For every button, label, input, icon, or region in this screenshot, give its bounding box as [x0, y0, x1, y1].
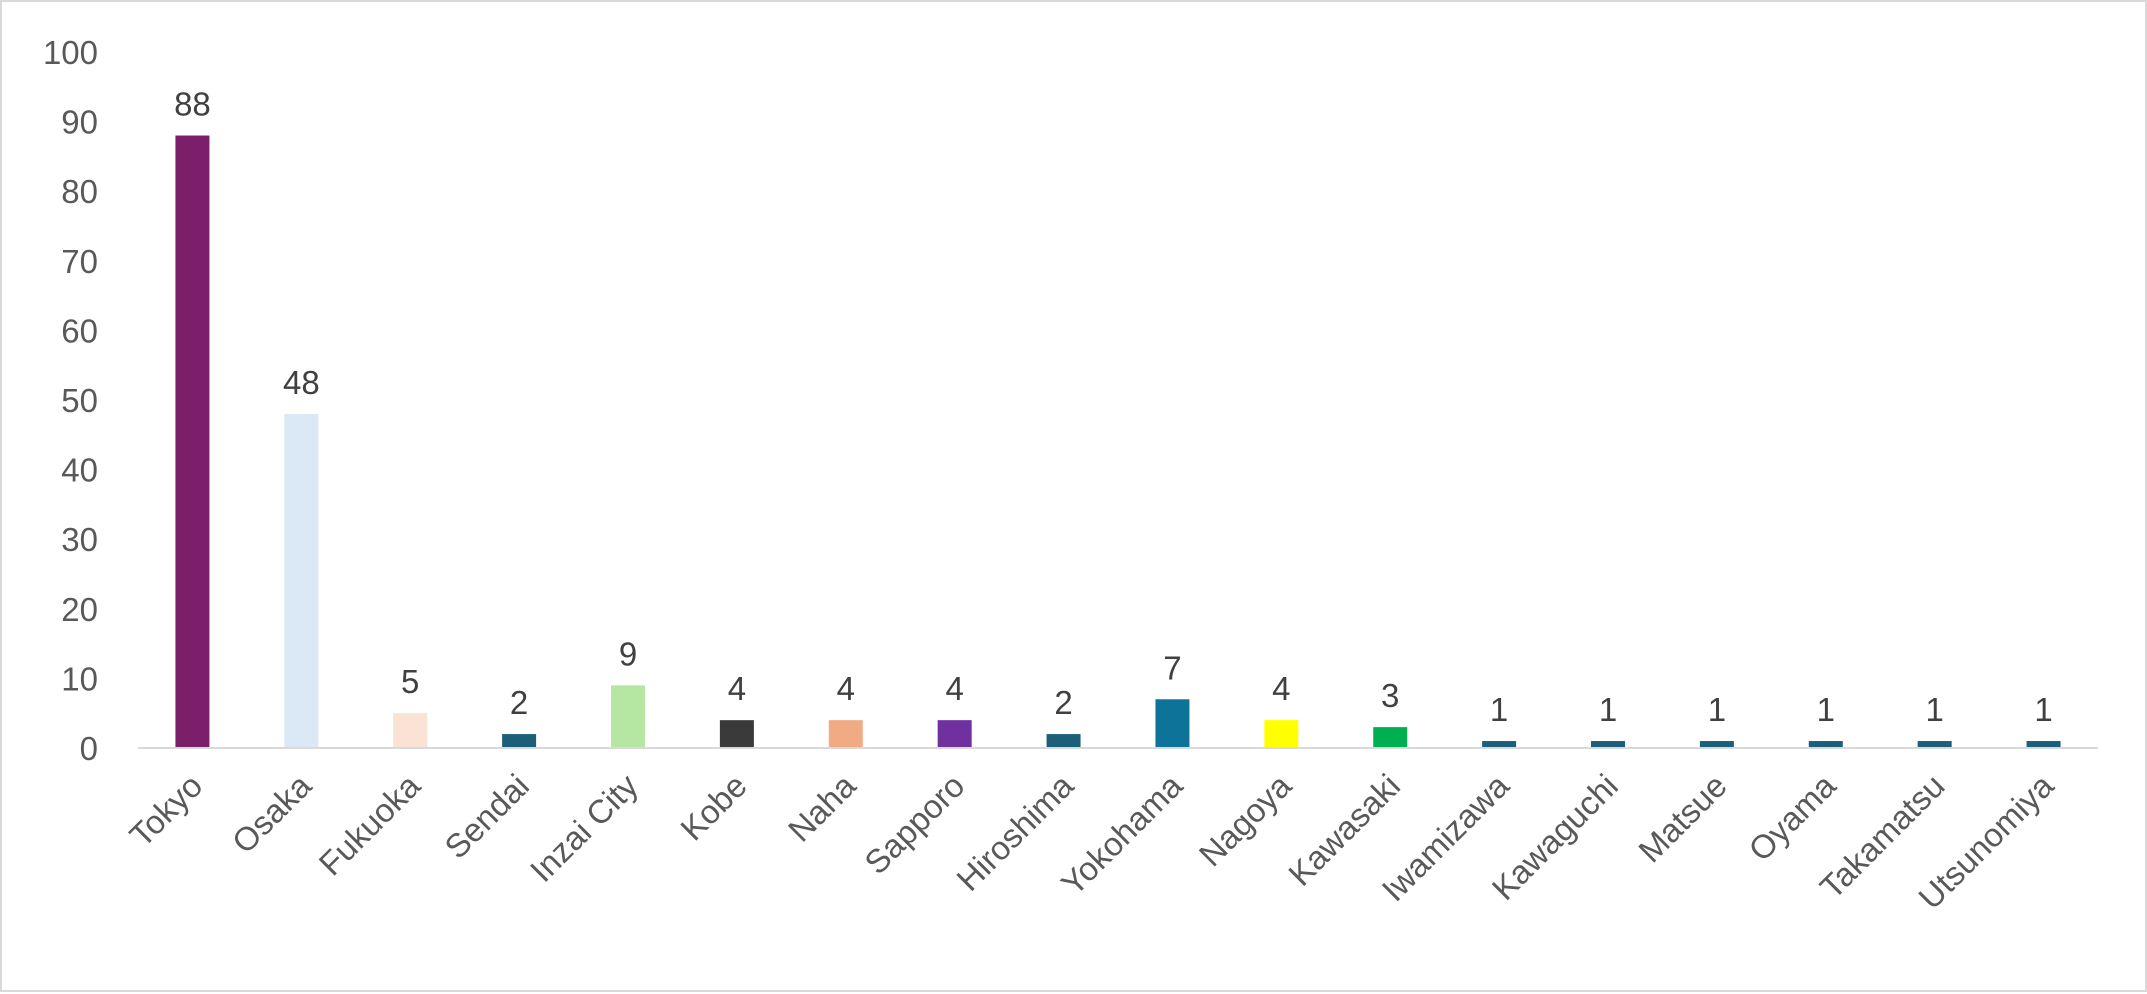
data-label: 4 — [728, 670, 746, 707]
bar-osaka — [284, 413, 319, 748]
y-tick-label: 50 — [61, 382, 98, 419]
y-tick-label: 40 — [61, 452, 98, 489]
x-tick-label: Naha — [781, 766, 863, 848]
y-tick-label: 70 — [61, 243, 98, 280]
bar-fukuoka — [393, 713, 428, 748]
data-label: 2 — [1054, 684, 1072, 721]
y-tick-label: 0 — [80, 730, 98, 767]
bar-takamatsu — [1917, 741, 1952, 748]
x-tick-label: Sendai — [437, 767, 536, 866]
x-tick-label: Kobe — [673, 767, 754, 848]
data-label: 4 — [837, 670, 855, 707]
data-label: 2 — [510, 684, 528, 721]
bar-utsunomiya — [2026, 741, 2061, 748]
y-axis: 0 10 20 30 40 50 60 70 80 90 100 — [43, 34, 98, 767]
x-tick-label: Nagoya — [1192, 766, 1299, 873]
x-tick-label: Oyama — [1741, 766, 1843, 868]
y-tick-label: 20 — [61, 591, 98, 628]
data-label: 1 — [1599, 691, 1617, 728]
bar-sendai — [502, 734, 537, 748]
y-tick-label: 10 — [61, 660, 98, 697]
x-tick-label: Fukuoka — [312, 766, 428, 882]
bar-kawasaki — [1373, 727, 1408, 748]
bars — [175, 135, 2061, 748]
bar-naha — [828, 720, 863, 748]
y-tick-label: 90 — [61, 104, 98, 141]
data-label: 1 — [1925, 691, 1943, 728]
data-label: 48 — [283, 364, 320, 401]
data-label: 9 — [619, 635, 637, 672]
bar-matsue — [1699, 741, 1734, 748]
data-label: 88 — [174, 86, 211, 123]
data-label: 3 — [1381, 677, 1399, 714]
data-label: 1 — [1708, 691, 1726, 728]
data-label: 1 — [1490, 691, 1508, 728]
bar-kawaguchi — [1591, 741, 1625, 748]
bar-oyama — [1808, 741, 1843, 748]
bar-tokyo — [175, 135, 210, 748]
bar-hiroshima — [1046, 734, 1081, 748]
y-tick-label: 60 — [61, 312, 98, 349]
data-label: 1 — [1817, 691, 1835, 728]
bar-inzai-city — [611, 685, 645, 748]
y-tick-label: 80 — [61, 173, 98, 210]
data-labels: 88 48 5 2 9 4 4 4 2 7 4 3 1 1 1 1 1 1 — [174, 86, 2053, 729]
bar-sapporo — [937, 720, 972, 748]
bar-iwamizawa — [1482, 741, 1517, 748]
data-label: 4 — [945, 670, 963, 707]
x-tick-label: Osaka — [225, 766, 319, 860]
data-label: 4 — [1272, 670, 1290, 707]
x-tick-label: Tokyo — [122, 767, 209, 854]
bar-kobe — [719, 720, 754, 748]
bar-yokohama — [1155, 699, 1190, 748]
x-tick-label: Inzai City — [523, 766, 645, 888]
x-tick-label: Matsue — [1631, 767, 1734, 870]
data-label: 5 — [401, 663, 419, 700]
x-tick-label: Sapporo — [857, 767, 971, 881]
y-tick-label: 30 — [61, 521, 98, 558]
bar-nagoya — [1264, 720, 1299, 748]
y-tick-label: 100 — [43, 34, 98, 71]
data-label: 7 — [1163, 649, 1181, 686]
data-label: 1 — [2034, 691, 2052, 728]
